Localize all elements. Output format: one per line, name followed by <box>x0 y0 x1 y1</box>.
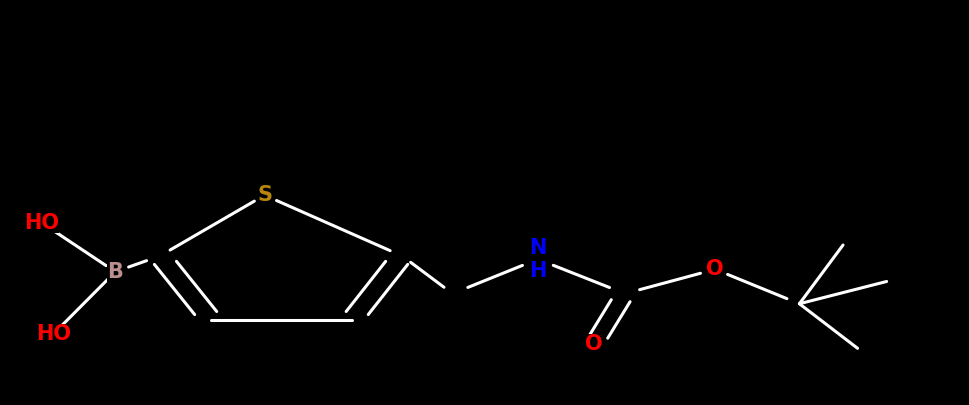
Text: O: O <box>706 259 724 279</box>
Text: HO: HO <box>24 213 59 233</box>
Text: N
H: N H <box>529 238 547 281</box>
Text: O: O <box>585 334 603 354</box>
Text: B: B <box>108 262 123 282</box>
Text: HO: HO <box>36 324 71 344</box>
Text: S: S <box>257 185 272 205</box>
